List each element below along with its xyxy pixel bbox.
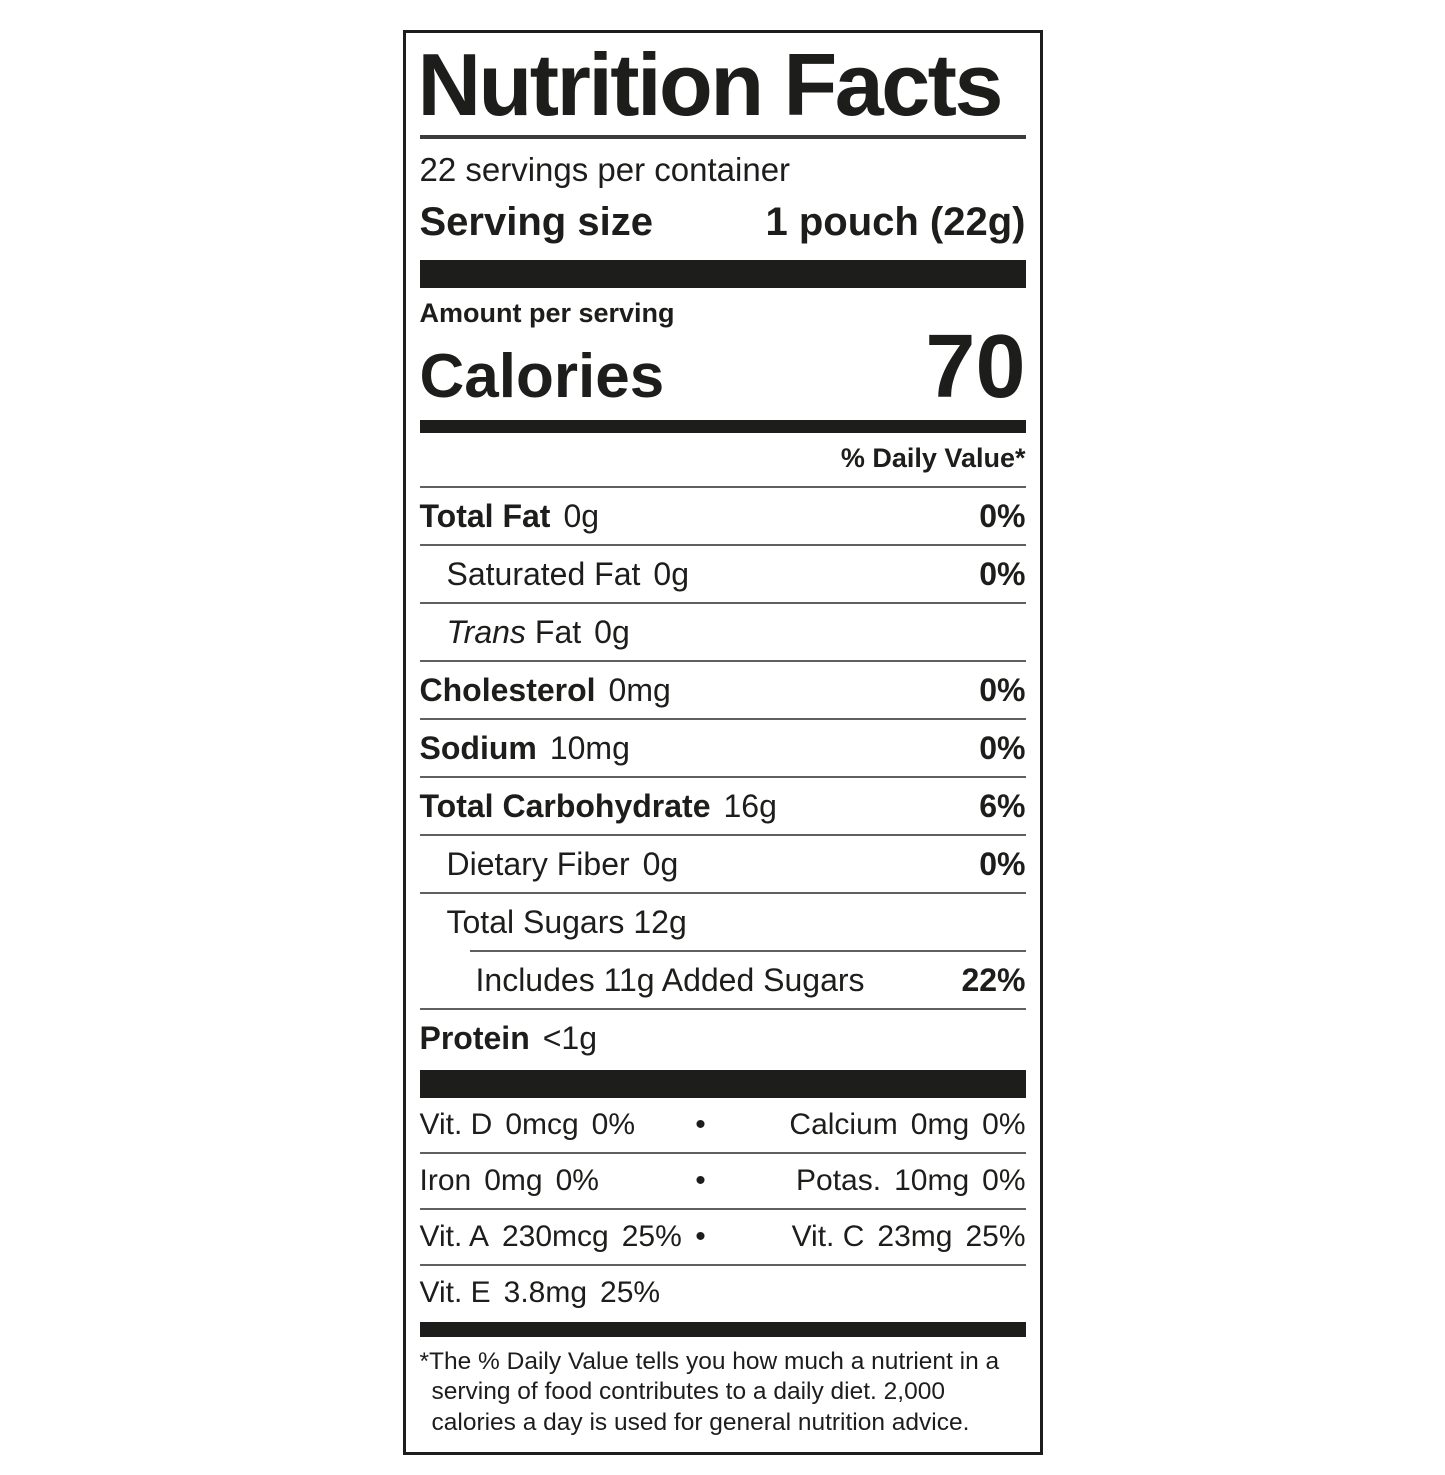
- vitamin-name: Calcium: [789, 1107, 898, 1141]
- nutrient-amount: 0g: [653, 555, 689, 592]
- nutrient-row-sodium: Sodium 10mg 0%: [420, 720, 1026, 776]
- vitamin-row-a-c: Vit. A 230mcg 25% • Vit. C 23mg 25%: [420, 1210, 1026, 1264]
- serving-size-value: 1 pouch (22g): [765, 199, 1026, 244]
- nutrient-dv: 0%: [979, 497, 1026, 534]
- nutrient-name: Cholesterol: [419, 671, 596, 708]
- nutrient-amount: <1g: [542, 1019, 598, 1056]
- nutrient-dv: 6%: [979, 787, 1026, 824]
- vitamin-amount: 10mg: [894, 1163, 970, 1197]
- hairline-divider: [419, 485, 1026, 488]
- nutrient-name: Total Carbohydrate: [419, 787, 711, 824]
- label-title: Nutrition Facts: [417, 35, 1004, 134]
- vitamin-dv: 25%: [621, 1219, 682, 1253]
- nutrient-name-italic: Trans: [446, 613, 526, 650]
- vitamin-row-d-calcium: Vit. D 0mcg 0% • Calcium 0mg 0%: [420, 1098, 1026, 1152]
- nutrient-name: Total Sugars: [446, 903, 625, 940]
- nutrient-dv: 0%: [979, 729, 1026, 766]
- nutrient-name: Sodium: [419, 729, 537, 766]
- nutrient-row-cholesterol: Cholesterol 0mg 0%: [420, 662, 1026, 718]
- servings-per-container: 22 servings per container: [419, 150, 791, 188]
- vitamin-amount: 0mg: [910, 1107, 970, 1141]
- hairline-divider: [419, 891, 1026, 894]
- nutrient-row-total-carbohydrate: Total Carbohydrate 16g 6%: [420, 778, 1026, 834]
- title-divider: [419, 134, 1026, 139]
- vitamin-amount: 230mcg: [502, 1219, 609, 1253]
- daily-value-footnote: *The % Daily Value tells you how much a …: [419, 1347, 1000, 1436]
- nutrient-amount: 12g: [633, 903, 687, 940]
- nutrient-name: Dietary Fiber: [446, 845, 630, 882]
- vitamin-dv: 0%: [591, 1107, 636, 1141]
- nutrient-row-protein: Protein <1g: [420, 1010, 1026, 1066]
- hairline-divider: [419, 543, 1026, 546]
- thick-divider: [419, 1321, 1026, 1337]
- bullet-separator: •: [695, 1107, 706, 1141]
- bullet-separator: •: [695, 1163, 706, 1197]
- nutrient-row-total-sugars: Total Sugars 12g: [420, 894, 1026, 950]
- vitamin-dv: 0%: [555, 1163, 599, 1197]
- vitamin-name: Vit. E: [419, 1275, 491, 1309]
- hairline-divider: [419, 717, 1026, 720]
- nutrient-name: Fat: [534, 613, 582, 650]
- nutrient-amount: 16g: [723, 787, 777, 824]
- calories-row: Calories 70: [419, 316, 1026, 418]
- hairline-divider: [419, 659, 1026, 662]
- nutrition-facts-label: Nutrition Facts 22 servings per containe…: [402, 30, 1043, 1456]
- hairline-divider: [419, 1263, 1026, 1266]
- nutrient-row-added-sugars: Includes 11g Added Sugars 22%: [420, 952, 1026, 1008]
- hairline-divider: [419, 775, 1026, 778]
- vitamin-dv: 25%: [965, 1219, 1026, 1253]
- bullet-separator: •: [695, 1219, 706, 1253]
- vitamin-amount: 3.8mg: [503, 1275, 588, 1309]
- calories-value: 70: [925, 316, 1026, 417]
- amount-per-serving-label: Amount per serving: [419, 297, 675, 328]
- nutrient-amount: 10mg: [549, 729, 630, 766]
- vitamin-amount: 0mg: [484, 1163, 543, 1197]
- hairline-divider: [419, 1207, 1026, 1210]
- hairline-divider-inset: [469, 949, 1026, 952]
- nutrient-name: Protein: [419, 1019, 530, 1056]
- vitamin-row-iron-potassium: Iron 0mg 0% • Potas. 10mg 0%: [420, 1154, 1026, 1208]
- hairline-divider: [419, 601, 1026, 604]
- nutrient-amount: 0g: [642, 845, 679, 882]
- nutrient-amount: 0g: [594, 613, 630, 650]
- thick-divider: [419, 259, 1026, 288]
- nutrient-name: Saturated Fat: [446, 555, 641, 592]
- vitamin-name: Vit. D: [419, 1107, 493, 1141]
- daily-value-header: % Daily Value*: [840, 442, 1026, 473]
- vitamin-name: Vit. C: [791, 1219, 865, 1253]
- vitamin-dv: 0%: [982, 1163, 1026, 1197]
- nutrient-name: Total Fat: [419, 497, 551, 534]
- nutrient-row-dietary-fiber: Dietary Fiber 0g 0%: [420, 836, 1026, 892]
- vitamin-amount: 23mg: [877, 1219, 953, 1253]
- nutrient-row-trans-fat: Trans Fat 0g: [420, 604, 1026, 660]
- hairline-divider: [419, 1007, 1026, 1010]
- nutrient-dv: 0%: [979, 555, 1026, 592]
- nutrient-amount: 0mg: [608, 671, 671, 708]
- vitamin-amount: 0mcg: [505, 1107, 579, 1141]
- hairline-divider: [419, 1151, 1026, 1154]
- thick-divider: [419, 1069, 1026, 1098]
- vitamin-name: Iron: [419, 1163, 472, 1197]
- nutrient-dv: 0%: [979, 845, 1026, 882]
- calories-label: Calories: [419, 341, 665, 411]
- serving-size-label: Serving size: [419, 199, 653, 244]
- nutrient-dv: 22%: [961, 961, 1026, 998]
- vitamin-dv: 25%: [600, 1275, 661, 1309]
- vitamin-row-e: Vit. E 3.8mg 25%: [420, 1266, 1026, 1320]
- nutrient-row-total-fat: Total Fat 0g 0%: [420, 488, 1026, 544]
- vitamin-dv: 0%: [982, 1107, 1026, 1141]
- medium-divider: [419, 419, 1026, 433]
- vitamin-name: Vit. A: [419, 1219, 490, 1253]
- nutrient-amount: 0g: [563, 497, 600, 534]
- nutrient-dv: 0%: [979, 671, 1026, 708]
- nutrient-row-saturated-fat: Saturated Fat 0g 0%: [420, 546, 1026, 602]
- serving-size-row: Serving size 1 pouch (22g): [420, 188, 1026, 254]
- hairline-divider: [419, 833, 1026, 836]
- nutrient-name: Includes 11g Added Sugars: [475, 961, 865, 998]
- vitamin-name: Potas.: [796, 1163, 882, 1197]
